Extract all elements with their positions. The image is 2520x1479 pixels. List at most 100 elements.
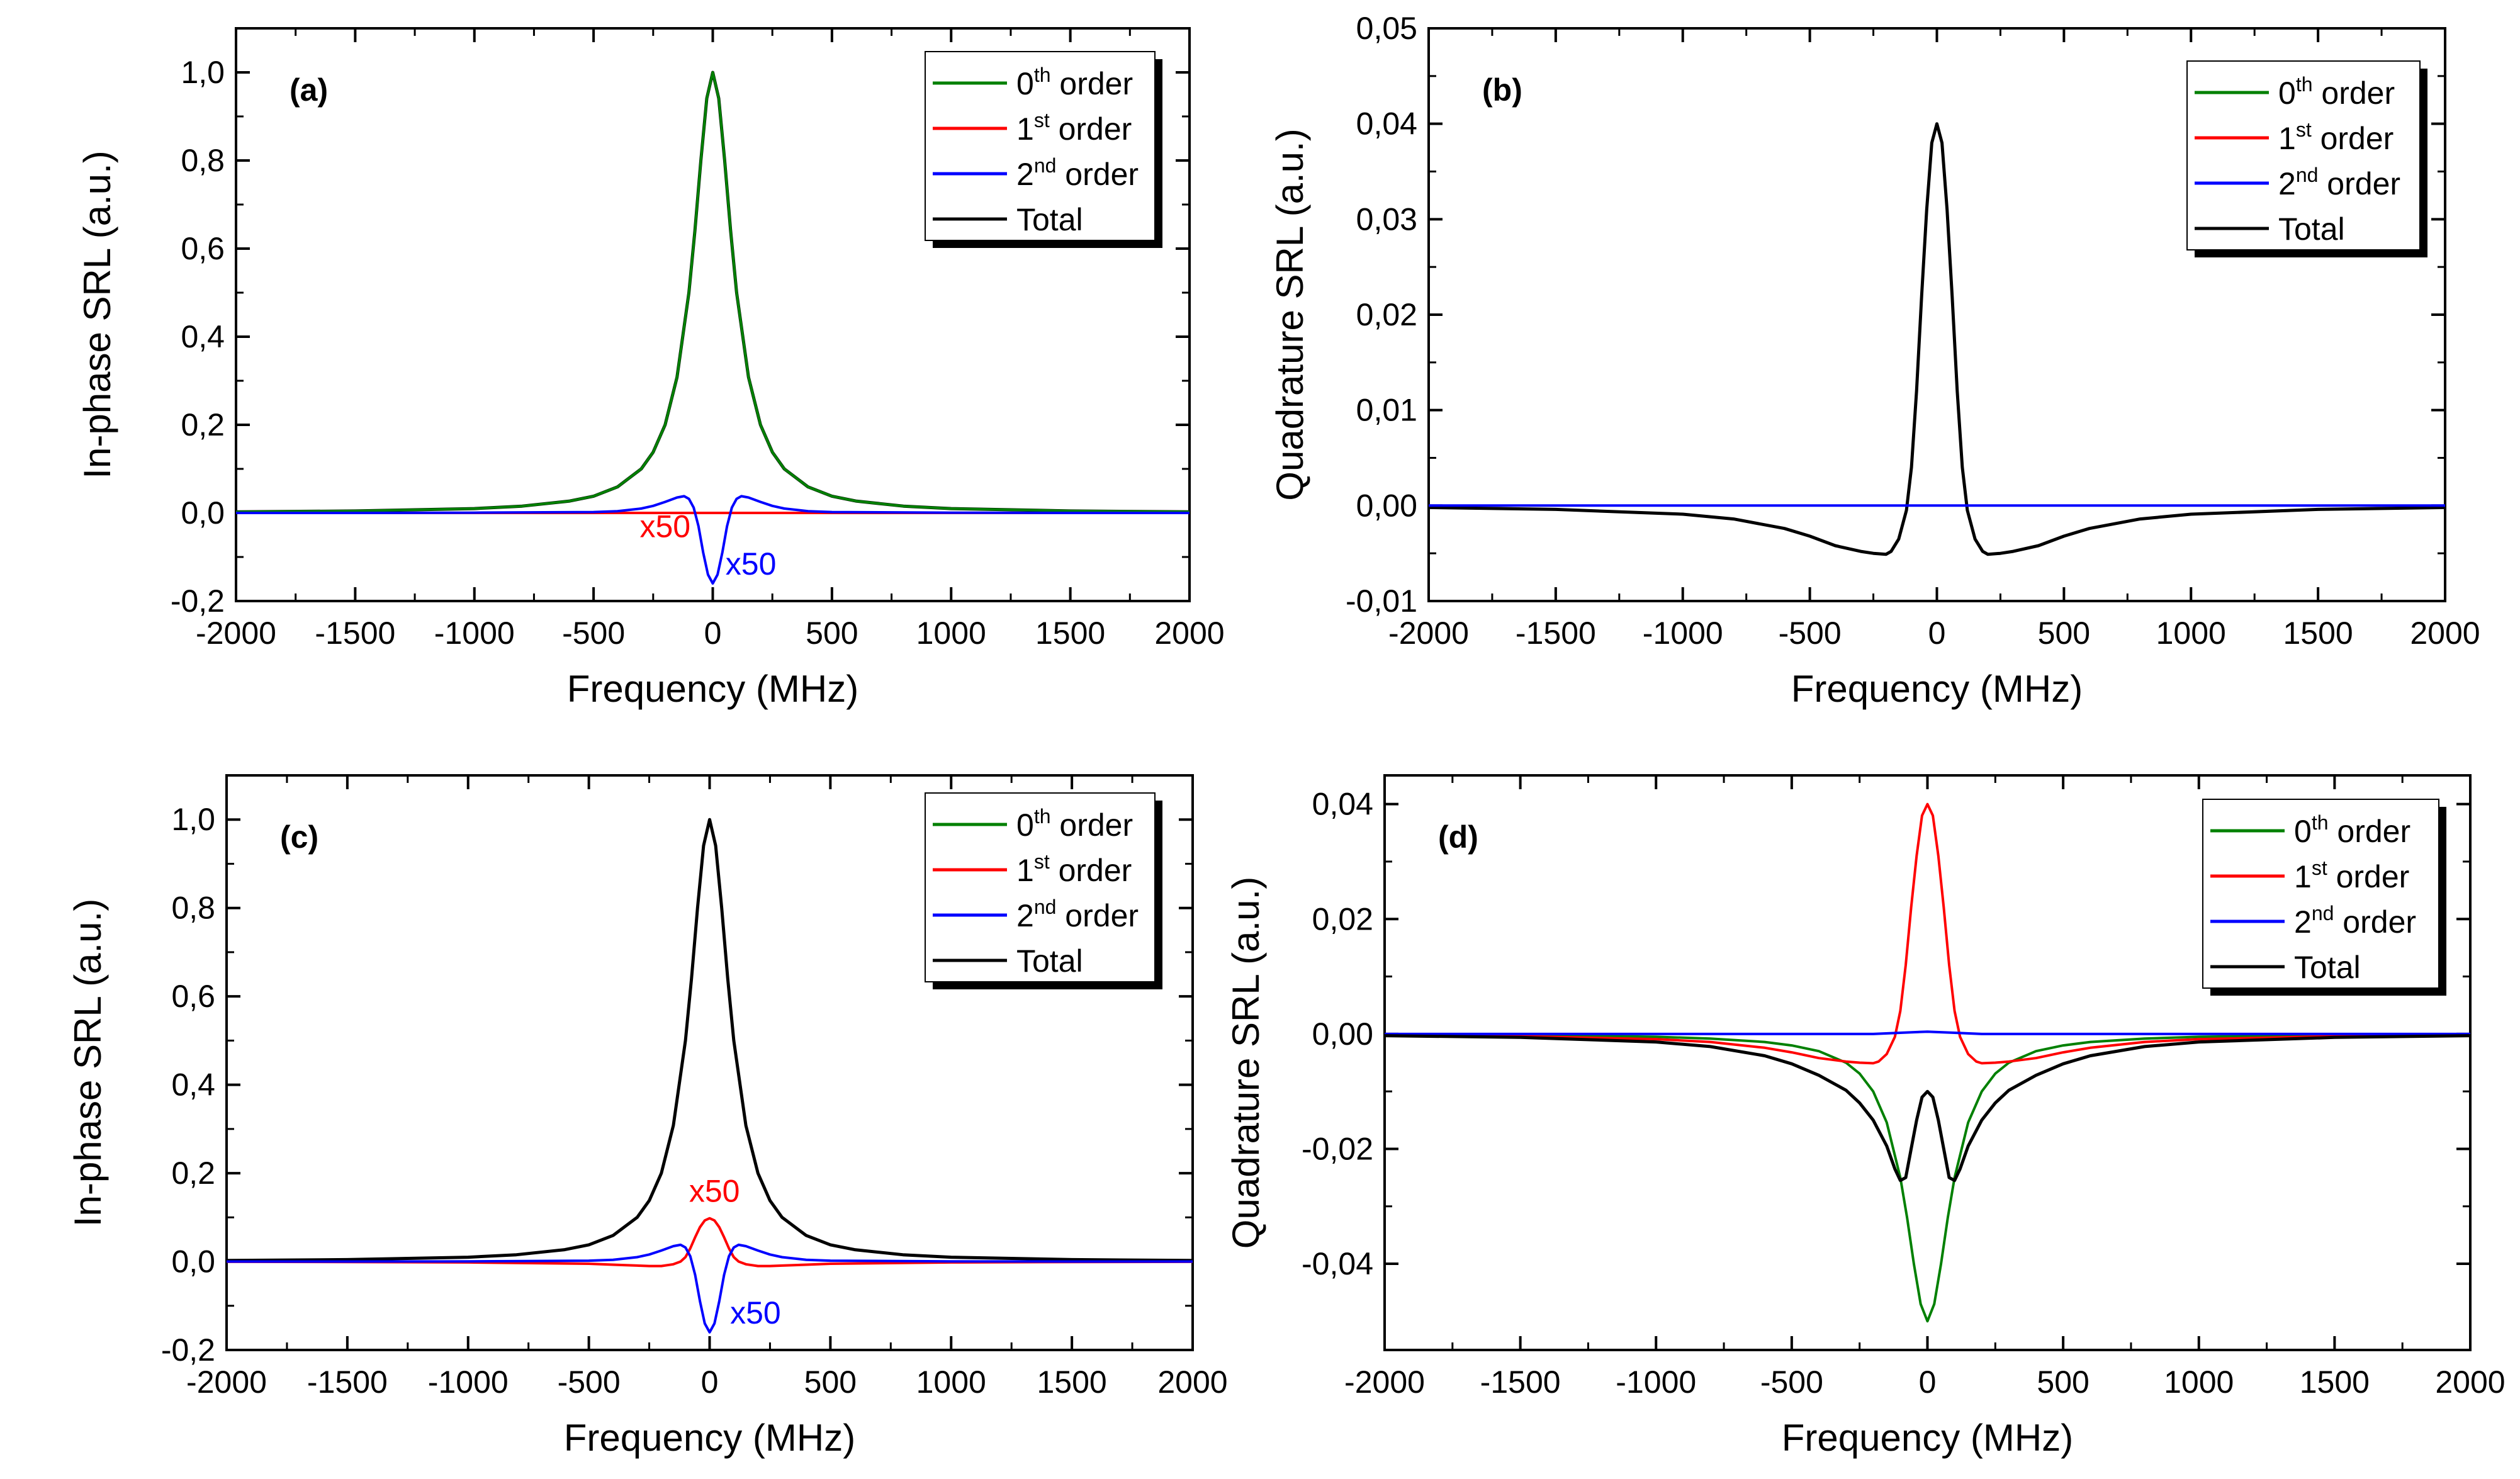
legend: 0th order 1st order 2nd order Total [2186, 60, 2427, 257]
y-tick-label: -0,2 [161, 1332, 215, 1368]
x-tick-label: 500 [804, 1364, 857, 1400]
legend-label: 2nd order [2278, 164, 2400, 201]
y-tick-label: 1,0 [181, 55, 225, 90]
x-tick-label: 1000 [916, 616, 986, 651]
legend-label: 1st order [1016, 850, 1132, 888]
x-tick-label: -500 [1760, 1364, 1823, 1400]
x-tick-label: 0 [704, 616, 722, 651]
series-line [236, 495, 1190, 585]
y-tick-label: 0,00 [1312, 1016, 1373, 1052]
x-axis-label: Frequency (MHz) [1791, 668, 2083, 710]
legend-label: 2nd order [2294, 902, 2416, 940]
x-tick-label: -1500 [1516, 616, 1596, 651]
legend: 0th order 1st order 2nd order Total [925, 51, 1162, 248]
y-tick-label: 0,03 [1356, 201, 1417, 237]
series-line [227, 1217, 1193, 1268]
curves [227, 818, 1193, 1334]
legend-label: Total [2294, 950, 2361, 985]
x-tick-label: -1000 [434, 616, 515, 651]
legend-label: 0th order [2278, 73, 2395, 111]
panel-label: (d) [1438, 819, 1478, 855]
x-tick-label: -2000 [1344, 1364, 1425, 1400]
annotation-label: x50 [730, 1295, 781, 1330]
x-tick-label: -1000 [1643, 616, 1723, 651]
y-tick-label: -0,2 [171, 583, 225, 619]
x-tick-label: 500 [806, 616, 858, 651]
y-tick-label: 0,00 [1356, 488, 1417, 523]
legend-label: Total [1016, 943, 1083, 979]
series-line [1385, 1033, 2470, 1323]
x-tick-label: -500 [558, 1364, 621, 1400]
panel-label: (b) [1482, 72, 1522, 108]
y-tick-label: 0,02 [1312, 901, 1373, 936]
y-tick-label: -0,01 [1346, 583, 1417, 619]
chart-panel-c: -2000 -1500 -1000 -500 0 500 1000 1500 2000 -0,2 0… [67, 774, 1228, 1459]
series-line [227, 1243, 1193, 1334]
y-axis-label: Quadrature SRL (a.u.) [1225, 877, 1267, 1249]
y-tick-label: -0,04 [1302, 1246, 1373, 1281]
x-tick-label: 0 [1919, 1364, 1937, 1400]
y-tick-label: 0,0 [171, 1244, 215, 1279]
y-tick-label: 0,2 [181, 407, 225, 442]
chart-panel-a: -2000 -1500 -1000 -500 0 500 1000 1500 2000 -0,2 0… [76, 27, 1225, 710]
legend-label: 1st order [2294, 857, 2409, 894]
legend-label: Total [2278, 211, 2345, 247]
series-line [1385, 1034, 2470, 1183]
annotation-label: x50 [726, 546, 777, 582]
annotation-label: x50 [689, 1174, 740, 1209]
y-tick-label: 0,6 [181, 231, 225, 266]
x-tick-label: 1500 [2300, 1364, 2370, 1400]
x-axis-label: Frequency (MHz) [567, 668, 858, 710]
legend: 0th order 1st order 2nd order Total [925, 792, 1162, 989]
series-line [1385, 1030, 2470, 1035]
panel-label: (c) [280, 819, 318, 855]
y-axis-label: In-phase SRL (a.u.) [67, 899, 109, 1227]
x-tick-label: -1500 [1480, 1364, 1561, 1400]
x-tick-label: -1000 [428, 1364, 509, 1400]
legend-label: 0th order [2294, 811, 2410, 849]
series-line [1385, 802, 2470, 1065]
x-tick-label: 1500 [1035, 616, 1105, 651]
y-tick-label: 0,04 [1312, 787, 1373, 822]
x-tick-label: 500 [2038, 616, 2090, 651]
x-tick-label: 0 [1928, 616, 1946, 651]
curves [1385, 802, 2470, 1323]
x-tick-label: 2000 [1157, 1364, 1227, 1400]
x-tick-label: -1000 [1616, 1364, 1696, 1400]
legend-label: 1st order [2278, 118, 2393, 156]
y-tick-label: 0,8 [171, 891, 215, 926]
x-tick-label: -2000 [1388, 616, 1469, 651]
x-tick-label: 1000 [916, 1364, 986, 1400]
y-tick-label: 0,04 [1356, 106, 1417, 142]
x-axis-label: Frequency (MHz) [564, 1417, 855, 1459]
x-tick-label: -1500 [315, 616, 395, 651]
x-tick-label: -2000 [196, 616, 276, 651]
y-tick-label: 0,01 [1356, 393, 1417, 428]
legend-label: Total [1016, 202, 1083, 237]
y-axis-label: Quadrature SRL (a.u.) [1269, 128, 1311, 500]
x-tick-label: 1000 [2164, 1364, 2234, 1400]
chart-panel-d: -2000 -1500 -1000 -500 0 500 1000 1500 2000 -0,04… [1225, 774, 2506, 1459]
x-tick-label: -500 [562, 616, 625, 651]
x-axis-label: Frequency (MHz) [1782, 1417, 2073, 1459]
y-tick-label: 0,4 [171, 1067, 215, 1103]
x-tick-label: -1500 [307, 1364, 388, 1400]
legend-label: 2nd order [1016, 154, 1139, 192]
x-tick-label: 2000 [1154, 616, 1224, 651]
y-tick-label: 0,0 [181, 495, 225, 531]
x-tick-label: -2000 [186, 1364, 267, 1400]
series-line [236, 71, 1190, 514]
y-tick-label: 0,02 [1356, 297, 1417, 332]
x-tick-label: 0 [701, 1364, 719, 1400]
chart-panel-b: -2000 -1500 -1000 -500 0 500 1000 1500 2000 -0,01… [1269, 11, 2480, 710]
y-tick-label: 1,0 [171, 802, 215, 837]
x-tick-label: 1500 [1037, 1364, 1107, 1400]
curves [1429, 122, 2445, 556]
x-tick-label: 2000 [2410, 616, 2480, 651]
series-line [1429, 122, 2445, 556]
x-tick-label: 2000 [2435, 1364, 2505, 1400]
curves [236, 70, 1190, 585]
annotation-label: x50 [639, 509, 690, 544]
legend-label: 0th order [1016, 805, 1133, 843]
